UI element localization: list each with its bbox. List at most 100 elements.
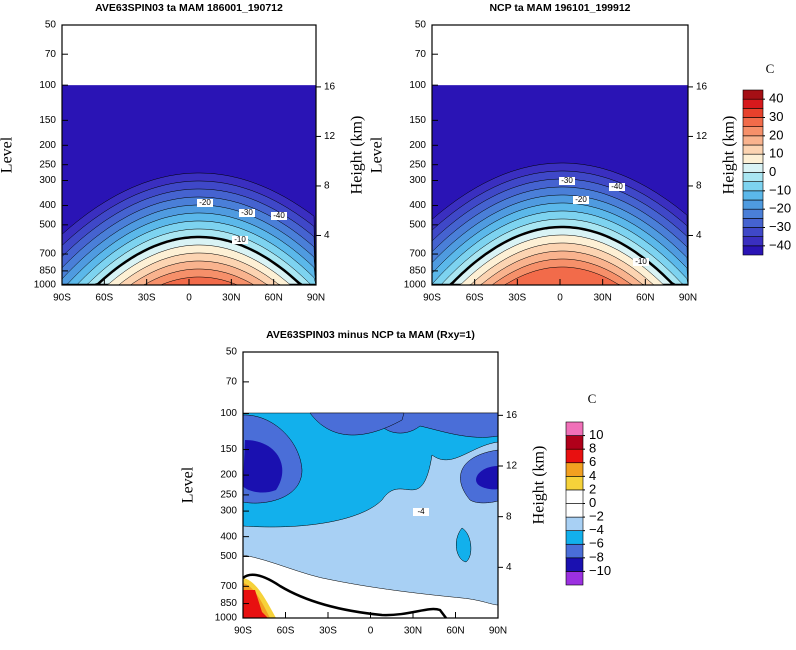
y-axis-label: Level <box>0 136 16 173</box>
colorbar-box <box>565 543 584 559</box>
y-tick-label: 200 <box>39 140 56 151</box>
x-tick-label: 60S <box>466 293 484 304</box>
contour-label-bg <box>239 209 255 217</box>
y-tick-label: 300 <box>409 175 426 186</box>
y-tick-label: 500 <box>409 219 426 230</box>
x-tick-label: 30N <box>404 626 422 637</box>
y-tick-label: 200 <box>409 140 426 151</box>
panel <box>432 85 688 285</box>
colorbar-tick-label: −8 <box>589 549 604 564</box>
colorbar-box <box>742 89 764 100</box>
y-tick-label: 850 <box>39 266 56 277</box>
colorbar-tick-label: 2 <box>589 481 596 496</box>
y-tick-label: 100 <box>39 80 56 91</box>
y-tick-label: 700 <box>409 249 426 260</box>
y-tick-label: 100 <box>220 408 237 419</box>
y-axis-label: Level <box>369 136 386 173</box>
y-tick-label: 1000 <box>215 613 238 624</box>
y-tick-label: 150 <box>220 444 237 455</box>
x-tick-label: 0 <box>186 293 192 304</box>
y2-tick-label: 16 <box>324 82 336 93</box>
colorbar-box <box>565 448 584 464</box>
colorbar-tick-label: 20 <box>769 127 783 142</box>
x-tick-label: 30S <box>138 293 156 304</box>
colorbar-box <box>565 557 584 572</box>
contour-label: -20 <box>199 198 211 207</box>
y-axis-label: Level <box>180 466 197 503</box>
y-tick-label: 250 <box>39 159 56 170</box>
x-tick-label: 90S <box>423 293 441 304</box>
colorbar-tick-label: −4 <box>589 522 604 537</box>
y-tick-label: 250 <box>220 490 237 501</box>
x-tick-label: 30S <box>319 626 337 637</box>
x-tick-label: 90N <box>679 293 697 304</box>
colorbar-box <box>742 172 764 182</box>
chart-title: AVE63SPIN03 minus NCP ta MAM (Rxy=1) <box>266 329 475 341</box>
contour-label-bg <box>413 508 429 516</box>
colorbar-title: C <box>766 61 775 76</box>
colorbar-box <box>742 135 764 146</box>
colorbar-box <box>742 126 764 137</box>
colorbar-box <box>742 190 764 201</box>
colorbar-box <box>742 236 764 247</box>
y-tick-label: 150 <box>409 115 426 126</box>
y-tick-label: 100 <box>409 80 426 91</box>
colorbar-box <box>565 462 584 477</box>
contour-label: -40 <box>273 211 285 220</box>
colorbar-box <box>565 476 584 491</box>
y-tick-label: 700 <box>220 581 237 592</box>
y-tick-label: 1000 <box>404 280 427 291</box>
y-tick-label: 400 <box>39 200 56 211</box>
contour-label: -40 <box>611 182 623 191</box>
colorbar-box <box>565 489 584 504</box>
contour-label: -4 <box>417 507 425 516</box>
y-tick-label: 300 <box>220 506 237 517</box>
y-tick-label: 70 <box>226 377 238 388</box>
field-band <box>432 266 688 285</box>
colorbar-box <box>742 208 764 219</box>
colorbar-tick-label: −6 <box>589 536 604 551</box>
contour-label: -30 <box>561 176 573 185</box>
y2-tick-label: 12 <box>506 461 518 472</box>
colorbar-box <box>742 144 764 155</box>
chart-title: AVE63SPIN03 ta MAM 186001_190712 <box>95 2 283 14</box>
colorbar-tick-label: 10 <box>589 427 603 442</box>
colorbar-tick-label: −30 <box>769 219 791 234</box>
colorbar-tick-label: −40 <box>769 237 791 252</box>
y-tick-label: 850 <box>220 598 237 609</box>
difference-field <box>242 412 499 619</box>
contour-label-bg <box>271 212 287 220</box>
y-tick-label: 70 <box>415 49 427 60</box>
contour-label-bg <box>232 236 248 244</box>
y2-axis-label: Height (km) <box>721 116 738 195</box>
colorbar-tick-label: 30 <box>769 109 783 124</box>
colorbar-tick-label: 0 <box>769 164 776 179</box>
colorbar-tick-label: 6 <box>589 454 596 469</box>
x-tick-label: 90S <box>53 293 71 304</box>
colorbar-box <box>742 153 764 164</box>
y-tick-label: 200 <box>220 470 237 481</box>
y2-tick-label: 8 <box>324 181 330 192</box>
colorbar-box <box>565 530 584 545</box>
y-tick-label: 500 <box>39 219 56 230</box>
y-tick-label: 70 <box>45 49 57 60</box>
colorbar-tick-label: 4 <box>589 468 596 483</box>
y-tick-label: 1000 <box>34 280 57 291</box>
x-tick-label: 0 <box>557 293 563 304</box>
y-tick-label: 50 <box>415 20 427 31</box>
y-tick-label: 500 <box>220 551 237 562</box>
x-tick-label: 30S <box>508 293 526 304</box>
y-tick-label: 400 <box>220 531 237 542</box>
colorbar-box <box>742 199 764 210</box>
panel <box>62 85 316 285</box>
y2-tick-label: 4 <box>506 562 512 573</box>
x-tick-label: 60N <box>636 293 654 304</box>
contour-label: -10 <box>635 257 647 266</box>
y-tick-label: 150 <box>39 115 56 126</box>
y2-tick-label: 8 <box>506 511 512 522</box>
y-tick-label: 400 <box>409 200 426 211</box>
y-tick-label: 50 <box>45 20 57 31</box>
colorbar-tick-label: −10 <box>769 182 791 197</box>
x-tick-label: 30N <box>593 293 611 304</box>
